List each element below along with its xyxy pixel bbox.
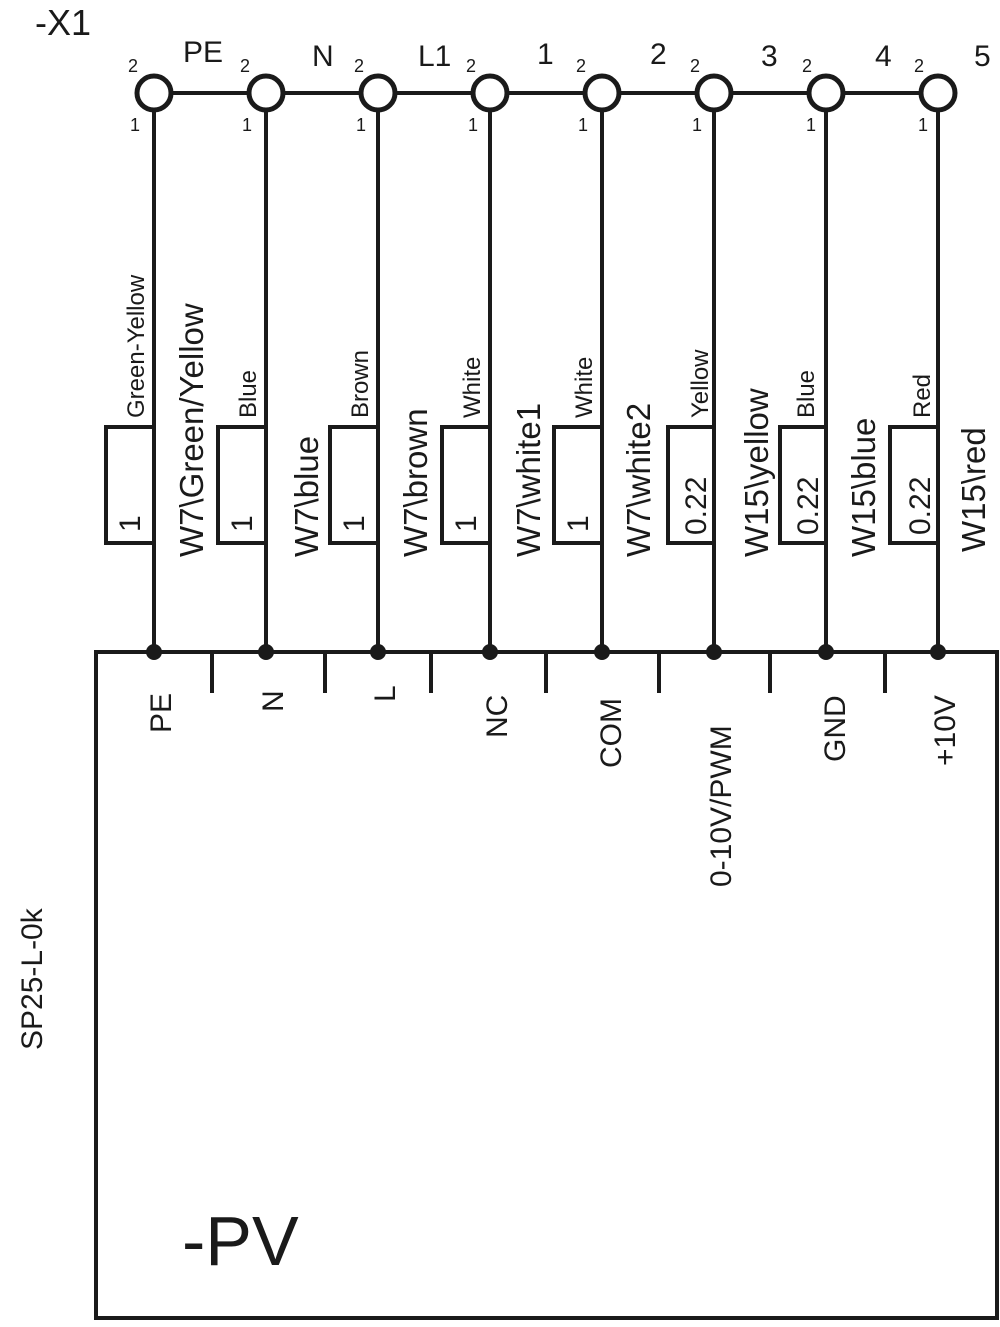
pin-bottom-label: 1: [468, 115, 478, 135]
device-terminal-label: NC: [481, 695, 514, 738]
wire-id-label: W15\red: [955, 427, 992, 552]
device-name: -PV: [182, 1202, 299, 1280]
junction-dot: [930, 644, 946, 660]
gap-label-5: 5: [974, 40, 991, 73]
cable-marker: [778, 425, 828, 545]
terminal-ring: [694, 73, 734, 113]
pin-top-label: 2: [914, 56, 924, 76]
terminal-ring: [358, 73, 398, 113]
gap-label-n: N: [312, 40, 334, 73]
wire-size-label: 0.22: [792, 477, 825, 535]
conductor-l: 2 1 1 Brown W7\brown L: [328, 56, 434, 702]
device-box: [94, 650, 999, 1320]
wire-id-label: W7\white2: [620, 403, 657, 557]
pin-top-label: 2: [690, 56, 700, 76]
device-terminal-label: L: [369, 685, 402, 702]
conductor-nc: 2 1 1 White W7\white1 NC: [440, 56, 547, 738]
cable-marker: [440, 425, 492, 545]
cable-marker: [888, 425, 940, 545]
wire-size-label: 1: [114, 515, 147, 532]
device-terminal-label: N: [257, 690, 290, 712]
terminal-block-name: -X1: [35, 2, 91, 43]
gap-label-pe: PE: [183, 36, 223, 69]
pin-top-label: 2: [576, 56, 586, 76]
wire-size-label: 0.22: [680, 477, 713, 535]
pin-bottom-label: 1: [356, 115, 366, 135]
terminal-ring: [246, 73, 286, 113]
conductor-n: 2 1 1 Blue W7\blue N: [216, 56, 325, 712]
wire-size-label: 0.22: [904, 477, 937, 535]
pin-top-label: 2: [802, 56, 812, 76]
wire-size-label: 1: [226, 515, 259, 532]
conductor-gnd: 2 1 0.22 Blue W15\blue GND: [778, 56, 882, 762]
device-model-label: SP25-L-0k: [16, 907, 49, 1050]
wire-id-label: W7\Green/Yellow: [173, 303, 210, 557]
cable-marker: [328, 425, 380, 545]
gap-label-4: 4: [875, 40, 892, 73]
terminal-ring: [582, 73, 622, 113]
wire-size-label: 1: [562, 515, 595, 532]
wire-size-label: 1: [338, 515, 371, 532]
device-terminal-label: +10V: [929, 695, 962, 766]
gap-label-3: 3: [761, 40, 778, 73]
cable-marker: [104, 425, 156, 545]
wire-id-label: W7\brown: [397, 408, 434, 557]
gap-label-2: 2: [650, 38, 667, 71]
device-terminal-label: PE: [145, 693, 178, 733]
terminal-ring: [470, 73, 510, 113]
wire-id-label: W7\blue: [288, 436, 325, 557]
conductor-com: 2 1 1 White W7\white2 COM: [552, 56, 657, 768]
pin-bottom-label: 1: [806, 115, 816, 135]
terminal-gap-labels: PE N L1 1 2 3 4 5: [183, 36, 991, 73]
cable-marker: [552, 425, 604, 545]
wire-color-label: Blue: [793, 370, 820, 418]
wire-color-label: Green-Yellow: [123, 274, 150, 418]
wire-id-label: W15\yellow: [738, 388, 775, 557]
gap-label-l1: L1: [418, 40, 451, 73]
wire-size-label: 1: [450, 515, 483, 532]
pin-top-label: 2: [240, 56, 250, 76]
junction-dot: [258, 644, 274, 660]
terminal-ring: [918, 73, 958, 113]
pin-top-label: 2: [128, 56, 138, 76]
pin-bottom-label: 1: [130, 115, 140, 135]
wire-color-label: Red: [909, 374, 936, 418]
junction-dot: [706, 644, 722, 660]
wire-color-label: Blue: [235, 370, 262, 418]
pin-bottom-label: 1: [692, 115, 702, 135]
wire-color-label: Brown: [347, 350, 374, 418]
device-terminal-label: GND: [819, 695, 852, 762]
junction-dot: [146, 644, 162, 660]
terminal-ring: [134, 73, 174, 113]
wire-color-label: White: [571, 357, 598, 418]
wire-id-label: W15\blue: [845, 418, 882, 557]
junction-dot: [370, 644, 386, 660]
junction-dot: [818, 644, 834, 660]
pin-top-label: 2: [354, 56, 364, 76]
cable-marker: [216, 425, 268, 545]
gap-label-1: 1: [537, 38, 554, 71]
conductor-pe: 2 1 1 Green-Yellow W7\Green/Yellow PE: [104, 56, 210, 733]
pin-bottom-label: 1: [918, 115, 928, 135]
conductor-0-10v-pwm: 2 1 0.22 Yellow W15\yellow 0-10V/PWM: [666, 56, 775, 887]
pin-bottom-label: 1: [242, 115, 252, 135]
wire-color-label: White: [459, 357, 486, 418]
device-terminal-label: 0-10V/PWM: [705, 725, 738, 887]
device-terminal-label: COM: [595, 698, 628, 768]
wire-color-label: Yellow: [687, 349, 714, 418]
wire-id-label: W7\white1: [510, 403, 547, 557]
pin-bottom-label: 1: [578, 115, 588, 135]
cable-marker: [666, 425, 716, 545]
junction-dot: [594, 644, 610, 660]
terminal-ring: [806, 73, 846, 113]
junction-dot: [482, 644, 498, 660]
terminal-separators: [210, 652, 887, 693]
pin-top-label: 2: [466, 56, 476, 76]
conductor-plus-10v: 2 1 0.22 Red W15\red +10V: [888, 56, 992, 766]
